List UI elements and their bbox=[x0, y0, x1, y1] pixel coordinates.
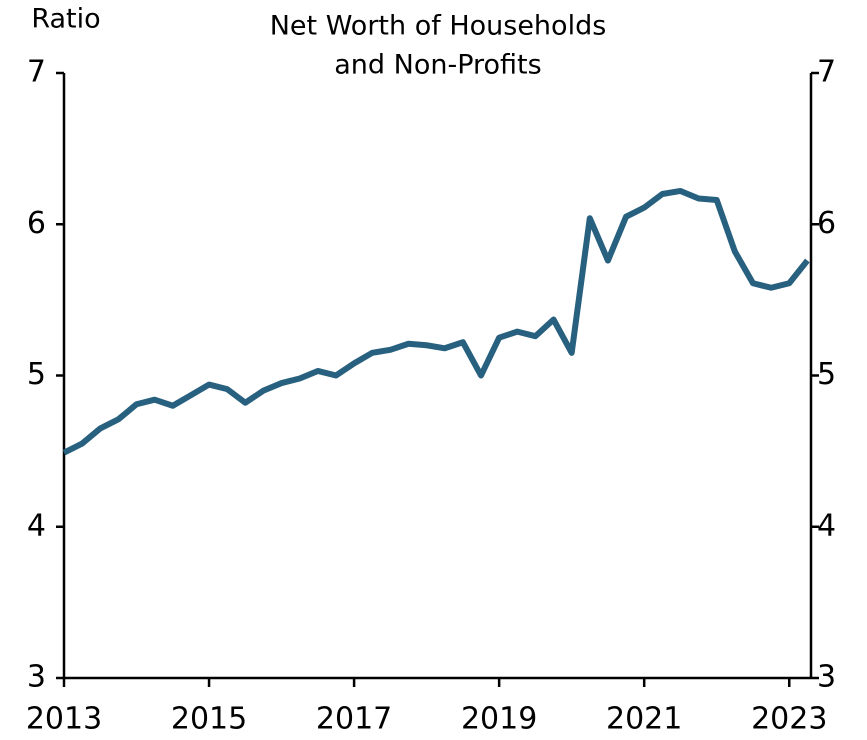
y2-tick-label: 6 bbox=[817, 206, 836, 241]
x-tick-label: 2019 bbox=[461, 702, 537, 737]
y2-tick-label: 5 bbox=[817, 357, 836, 392]
x-tick-label: 2021 bbox=[606, 702, 682, 737]
x-tick-label: 2023 bbox=[751, 702, 827, 737]
chart-title: and Non-Profits bbox=[334, 50, 541, 81]
y-tick-label: 6 bbox=[27, 206, 46, 241]
x-tick-label: 2015 bbox=[171, 702, 247, 737]
y-tick-label: 4 bbox=[27, 508, 46, 543]
y2-tick-label: 3 bbox=[817, 660, 836, 695]
x-tick-label: 2017 bbox=[316, 702, 392, 737]
data-line bbox=[62, 187, 810, 456]
x-tick-label: 2013 bbox=[26, 702, 102, 737]
y2-tick-label: 7 bbox=[817, 55, 836, 90]
y-tick-label: 3 bbox=[27, 660, 46, 695]
chart-title: Net Worth of Households bbox=[270, 11, 607, 42]
y2-tick-label: 4 bbox=[817, 508, 836, 543]
y-tick-label: 5 bbox=[27, 357, 46, 392]
y-axis-label: Ratio bbox=[31, 4, 100, 35]
y-tick-label: 7 bbox=[27, 55, 46, 90]
